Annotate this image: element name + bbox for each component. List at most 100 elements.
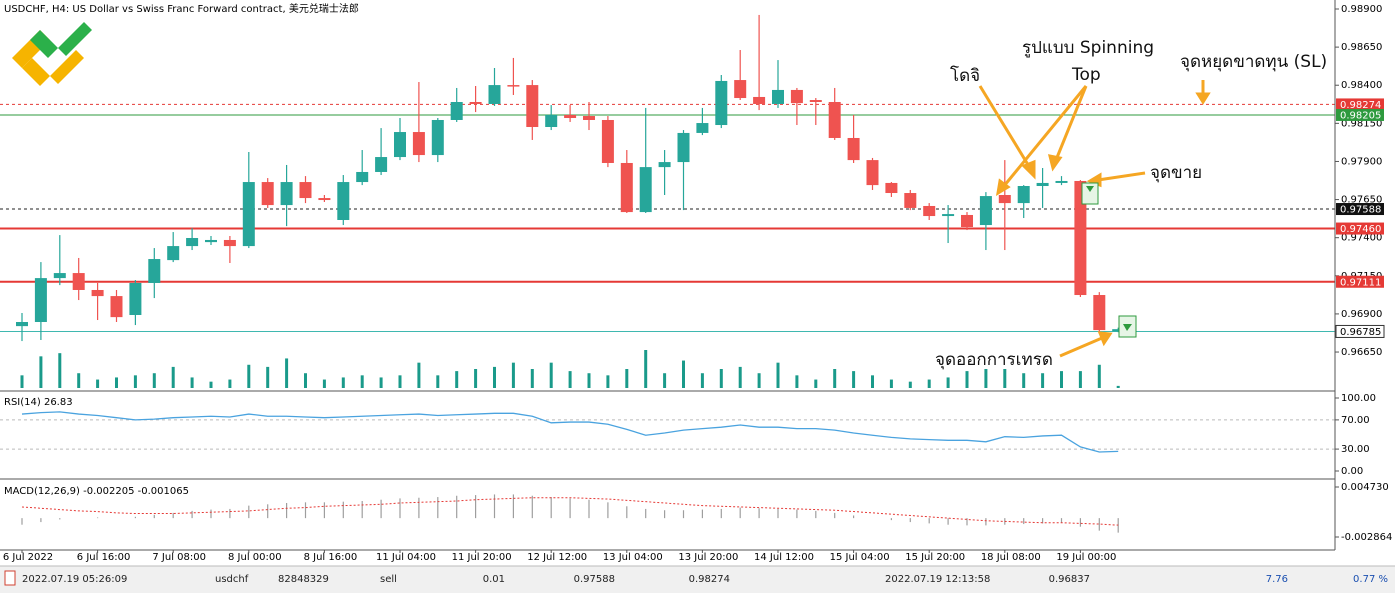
x-tick-label: 13 Jul 04:00 [603, 552, 663, 563]
annotation: รูปแบบ Spinning [1022, 38, 1154, 58]
volume-bar [719, 369, 723, 388]
trade-field: 0.98274 [689, 574, 730, 585]
candle-body [375, 157, 388, 172]
candle-body [148, 259, 161, 283]
candle-body [658, 162, 671, 168]
volume-bar [946, 377, 950, 388]
candle-body [866, 160, 879, 186]
volume-bar [530, 369, 534, 388]
volume-bar [682, 360, 685, 388]
candle-body [979, 196, 992, 226]
x-tick-label: 7 Jul 08:00 [152, 552, 206, 563]
candle-body [923, 205, 936, 217]
price-tag-label: 0.97111 [1340, 277, 1381, 288]
volume-bar [776, 362, 780, 388]
y-tick-label: -0.002864 [1341, 532, 1392, 543]
volume-bar [20, 375, 24, 388]
candle-body [564, 114, 577, 119]
candle-body [205, 239, 217, 243]
volume-bar [398, 375, 402, 388]
y-tick-label: 30.00 [1341, 444, 1370, 455]
volume-bar [833, 369, 837, 388]
candle-body [772, 89, 784, 104]
candle-body [620, 162, 633, 213]
candle-body [904, 193, 917, 208]
annotation: Top [1071, 65, 1101, 85]
candle-body [110, 296, 123, 318]
y-tick-label: 0.97900 [1341, 156, 1382, 167]
volume-bar [889, 379, 893, 388]
volume-bar [1022, 373, 1026, 388]
candle-body [809, 100, 822, 102]
candle-body [828, 101, 841, 138]
candle-body [715, 80, 728, 126]
price-tag [1335, 324, 1385, 338]
volume-bar [1078, 371, 1082, 388]
rsi-title: RSI(14) 26.83 [4, 397, 73, 408]
candle-body [431, 119, 444, 156]
y-tick-label: 0.004730 [1341, 482, 1389, 493]
x-tick-label: 8 Jul 16:00 [304, 552, 358, 563]
candle-body [318, 198, 331, 201]
y-tick-label: 100.00 [1341, 393, 1376, 404]
candle-body [167, 246, 180, 261]
trade-field: 0.01 [483, 574, 505, 585]
volume-bar [795, 375, 799, 388]
volume-bar [738, 366, 742, 388]
volume-bar [228, 379, 232, 388]
x-tick-label: 13 Jul 20:00 [678, 552, 738, 563]
volume-bar [852, 371, 856, 388]
volume-bar [379, 377, 383, 388]
trade-field: 82848329 [278, 574, 329, 585]
y-tick-label: 0.98900 [1341, 4, 1382, 15]
volume-bar [96, 379, 100, 388]
macd-title: MACD(12,26,9) -0.002205 -0.001065 [4, 486, 189, 497]
volume-bar [322, 379, 326, 388]
candle-body [412, 132, 425, 156]
candle-body [1093, 295, 1106, 331]
volume-bar [511, 362, 515, 388]
candle-body [753, 96, 766, 104]
trade-field: 2022.07.19 12:13:58 [885, 574, 990, 585]
trade-field: 2022.07.19 05:26:09 [22, 574, 127, 585]
volume-bar [587, 373, 591, 388]
volume-bar [417, 362, 421, 388]
x-tick-label: 15 Jul 20:00 [905, 552, 965, 563]
volume-bar [871, 375, 874, 388]
volume-bar [474, 369, 478, 388]
volume-bar [644, 350, 648, 388]
candle-body [469, 101, 482, 104]
y-tick-label: 0.96650 [1341, 347, 1382, 358]
x-tick-label: 6 Jul 2022 [3, 552, 53, 563]
price-tag [1336, 108, 1384, 121]
price-tag-label: 0.96785 [1340, 327, 1381, 338]
candle-body [998, 195, 1011, 204]
volume-bar [341, 377, 345, 388]
volume-bar [549, 362, 553, 388]
candle-body [677, 132, 690, 163]
volume-bar [606, 375, 610, 388]
candle-body [16, 322, 28, 327]
volume-bar [1041, 373, 1045, 388]
y-tick-label: 0.97400 [1341, 233, 1382, 244]
trade-field: usdchf [215, 574, 249, 585]
volume-bar [663, 373, 667, 388]
candle-body [1017, 186, 1030, 204]
price-tag [1336, 222, 1384, 235]
volume-bar [927, 379, 931, 388]
volume-bar [814, 379, 818, 388]
annotation: จุดหยุดขาดทุน (SL) [1180, 52, 1327, 72]
y-tick-label: 0.96900 [1341, 309, 1382, 320]
volume-bar [266, 366, 270, 388]
volume-bar [58, 353, 62, 388]
trade-field: sell [380, 574, 397, 585]
y-tick-label: 0.98400 [1341, 80, 1382, 91]
candle-body [186, 237, 199, 247]
signal-icons [1081, 182, 1137, 338]
volume-bar [247, 364, 251, 388]
annotation: จุดขาย [1150, 163, 1202, 183]
volume-bar [360, 375, 364, 388]
volume-bar [625, 369, 629, 388]
volume-bar [965, 371, 969, 388]
volume-bar [568, 371, 572, 388]
